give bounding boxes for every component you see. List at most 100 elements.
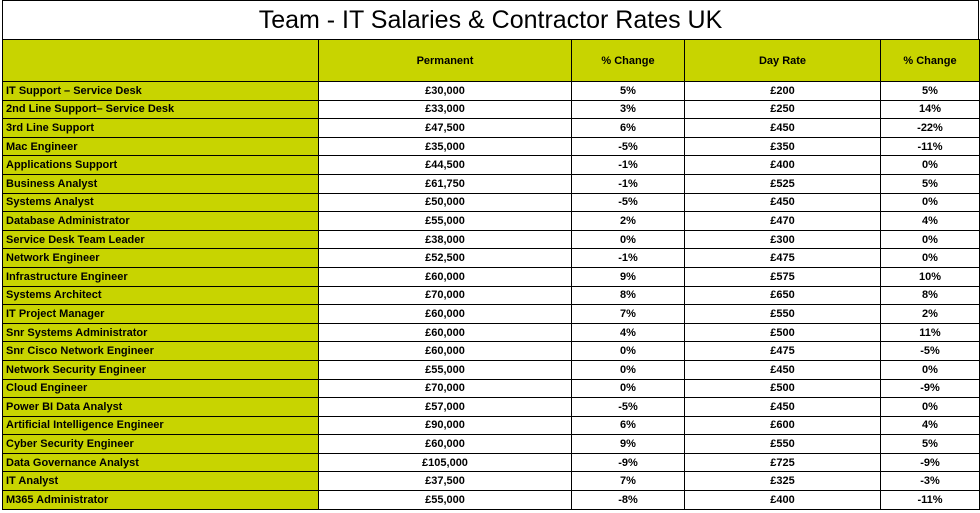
table-row: Infrastructure Engineer £60,000 9% £575 10% bbox=[2, 266, 980, 287]
permanent-change-cell: 5% bbox=[571, 81, 685, 101]
day-rate-cell: £400 bbox=[684, 155, 881, 175]
permanent-cell: £57,000 bbox=[318, 397, 572, 417]
day-rate-change-cell: -5% bbox=[880, 341, 980, 361]
day-rate-change-cell: 5% bbox=[880, 81, 980, 101]
permanent-cell: £70,000 bbox=[318, 378, 572, 399]
table-row: Snr Cisco Network Engineer £60,000 0% £475-… bbox=[2, 341, 980, 361]
permanent-cell: £60,000 bbox=[318, 322, 572, 343]
permanent-change-cell: -1% bbox=[571, 155, 685, 175]
day-rate-cell: £575 bbox=[684, 266, 881, 287]
permanent-cell: £37,500 bbox=[318, 471, 572, 492]
role-cell: Artificial Intelligence Engineer bbox=[2, 415, 319, 436]
table-row: M365 Administrator £55,000 -8% £400 -11% bbox=[2, 490, 980, 510]
role-cell: Snr Systems Administrator bbox=[2, 322, 319, 343]
day-rate-cell: £300 bbox=[684, 229, 881, 250]
table-row: Artificial Intelligence Engineer £90,000 6… bbox=[2, 415, 980, 436]
day-rate-change-cell: 4% bbox=[880, 415, 980, 436]
day-rate-change-cell: -11% bbox=[880, 136, 980, 157]
permanent-change-cell: -5% bbox=[571, 397, 685, 417]
table-row: Network Security Engineer £55,000 0% £450 0% bbox=[2, 359, 980, 380]
day-rate-cell: £350 bbox=[684, 136, 881, 157]
permanent-change-cell: 0% bbox=[571, 359, 685, 380]
permanent-cell: £30,000 bbox=[318, 81, 572, 101]
permanent-cell: £70,000 bbox=[318, 285, 572, 306]
day-rate-cell: £650 bbox=[684, 285, 881, 306]
permanent-cell: £50,000 bbox=[318, 192, 572, 213]
permanent-change-cell: -8% bbox=[571, 490, 685, 510]
table-row: Business Analyst £61,750 -1% £525 5% bbox=[2, 173, 980, 194]
table-body: IT Support – Service Desk £30,000 5% £200 5%… bbox=[2, 81, 980, 510]
day-rate-change-cell: -9% bbox=[880, 452, 980, 473]
day-rate-change-cell: -9% bbox=[880, 378, 980, 399]
table-row: Service Desk Team Leader £38,000 0% £300 0% bbox=[2, 229, 980, 250]
role-cell: Snr Cisco Network Engineer bbox=[2, 341, 319, 361]
permanent-change-cell: 0% bbox=[571, 341, 685, 361]
day-rate-change-cell: 0% bbox=[880, 248, 980, 268]
permanent-cell: £60,000 bbox=[318, 434, 572, 454]
role-cell: Systems Analyst bbox=[2, 192, 319, 213]
role-cell: Infrastructure Engineer bbox=[2, 266, 319, 287]
day-rate-cell: £725 bbox=[684, 452, 881, 473]
role-cell: Business Analyst bbox=[2, 173, 319, 194]
table-row: Data Governance Analyst £105,000 -9% £725 -9… bbox=[2, 452, 980, 473]
permanent-change-cell: 9% bbox=[571, 434, 685, 454]
day-rate-cell: £450 bbox=[684, 192, 881, 213]
header-row: Permanent % Change Day Rate % Change bbox=[2, 39, 980, 82]
day-rate-cell: £450 bbox=[684, 359, 881, 380]
day-rate-cell: £500 bbox=[684, 322, 881, 343]
permanent-cell: £38,000 bbox=[318, 229, 572, 250]
table-row: Mac Engineer £35,000 -5% £350 -11% bbox=[2, 136, 980, 157]
day-rate-change-cell: 0% bbox=[880, 359, 980, 380]
day-rate-change-cell: -22% bbox=[880, 118, 980, 138]
role-cell: 3rd Line Support bbox=[2, 118, 319, 138]
table-row: IT Support – Service Desk £30,000 5% £200 5% bbox=[2, 81, 980, 101]
permanent-cell: £47,500 bbox=[318, 118, 572, 138]
role-cell: IT Analyst bbox=[2, 471, 319, 492]
permanent-change-cell: -1% bbox=[571, 248, 685, 268]
role-cell: Mac Engineer bbox=[2, 136, 319, 157]
day-rate-cell: £475 bbox=[684, 248, 881, 268]
day-rate-cell: £250 bbox=[684, 99, 881, 120]
day-rate-change-cell: 5% bbox=[880, 173, 980, 194]
permanent-cell: £33,000 bbox=[318, 99, 572, 120]
day-rate-cell: £470 bbox=[684, 211, 881, 231]
permanent-change-cell: 7% bbox=[571, 304, 685, 324]
day-rate-change-cell: 0% bbox=[880, 192, 980, 213]
table-row: IT Analyst £37,500 7% £325 -3% bbox=[2, 471, 980, 492]
permanent-change-cell: 3% bbox=[571, 99, 685, 120]
role-cell: 2nd Line Support– Service Desk bbox=[2, 99, 319, 120]
permanent-cell: £60,000 bbox=[318, 266, 572, 287]
day-rate-change-cell: 5% bbox=[880, 434, 980, 454]
day-rate-change-cell: 8% bbox=[880, 285, 980, 306]
permanent-cell: £52,500 bbox=[318, 248, 572, 268]
permanent-cell: £60,000 bbox=[318, 304, 572, 324]
day-rate-cell: £325 bbox=[684, 471, 881, 492]
role-cell: Data Governance Analyst bbox=[2, 452, 319, 473]
day-rate-change-cell: 14% bbox=[880, 99, 980, 120]
day-rate-change-cell: 0% bbox=[880, 397, 980, 417]
day-rate-change-cell: 4% bbox=[880, 211, 980, 231]
permanent-change-cell: 9% bbox=[571, 266, 685, 287]
day-rate-cell: £500 bbox=[684, 378, 881, 399]
day-rate-cell: £450 bbox=[684, 397, 881, 417]
permanent-cell: £61,750 bbox=[318, 173, 572, 194]
day-rate-change-cell: -11% bbox=[880, 490, 980, 510]
header-permanent: Permanent bbox=[318, 39, 572, 82]
role-cell: Network Engineer bbox=[2, 248, 319, 268]
day-rate-cell: £400 bbox=[684, 490, 881, 510]
table-row: Cloud Engineer £70,000 0% £500 -9% bbox=[2, 378, 980, 399]
role-cell: M365 Administrator bbox=[2, 490, 319, 510]
role-cell: Database Administrator bbox=[2, 211, 319, 231]
role-cell: Cyber Security Engineer bbox=[2, 434, 319, 454]
day-rate-change-cell: 0% bbox=[880, 229, 980, 250]
permanent-change-cell: -5% bbox=[571, 192, 685, 213]
permanent-change-cell: 4% bbox=[571, 322, 685, 343]
permanent-cell: £55,000 bbox=[318, 359, 572, 380]
day-rate-cell: £600 bbox=[684, 415, 881, 436]
permanent-cell: £44,500 bbox=[318, 155, 572, 175]
day-rate-cell: £550 bbox=[684, 304, 881, 324]
permanent-change-cell: -9% bbox=[571, 452, 685, 473]
day-rate-cell: £200 bbox=[684, 81, 881, 101]
permanent-cell: £90,000 bbox=[318, 415, 572, 436]
